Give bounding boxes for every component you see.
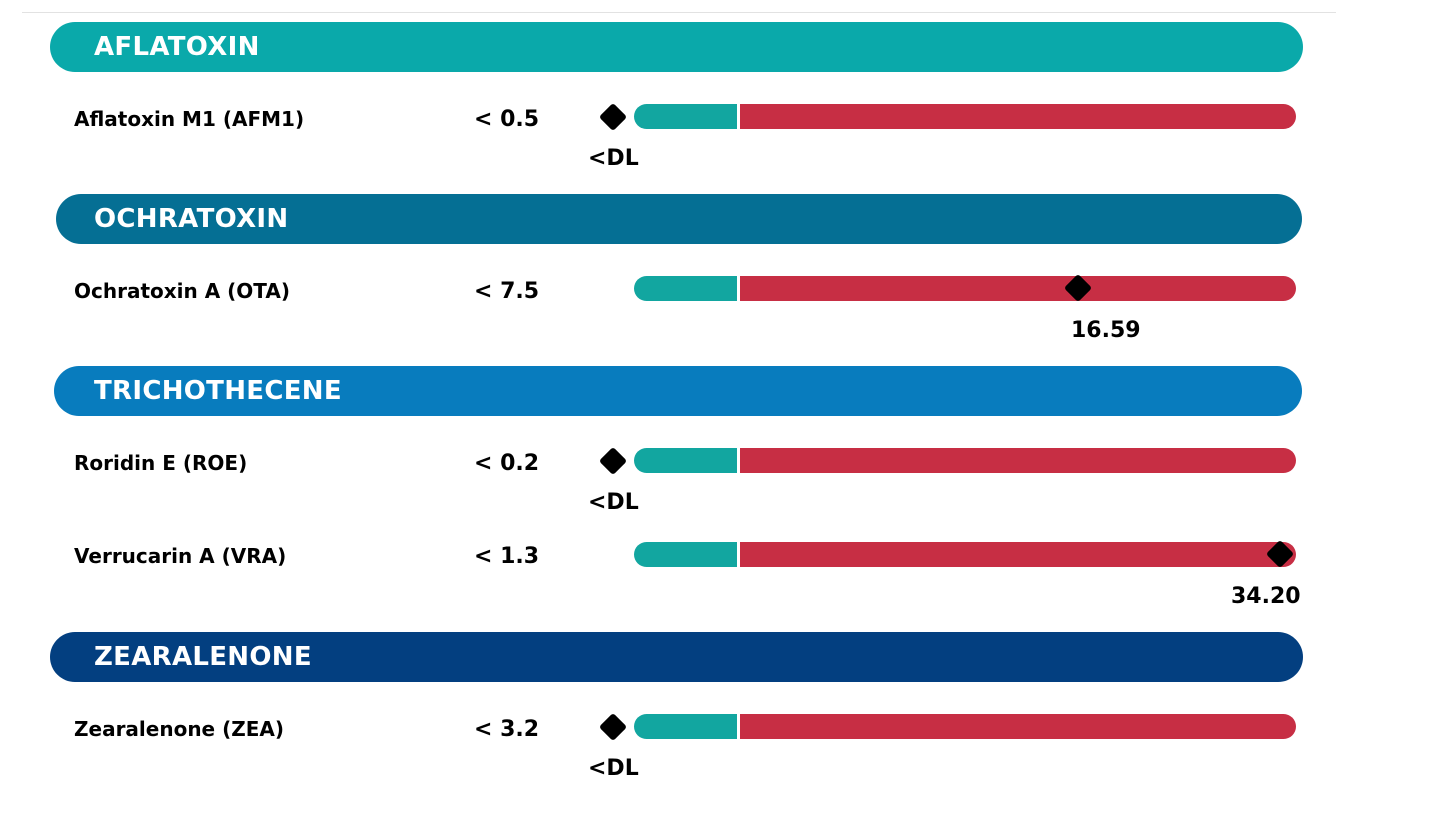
result-label-vra: 34.20 xyxy=(1231,584,1301,609)
category-header-trichothecene: TRICHOTHECENE xyxy=(54,366,1302,416)
result-marker-zea xyxy=(598,712,628,742)
result-label-ota: 16.59 xyxy=(1071,318,1141,343)
limit-value-ota: < 7.5 xyxy=(474,279,540,304)
limit-value-vra: < 1.3 xyxy=(474,544,540,569)
gauge-safe-range-roe xyxy=(634,448,737,473)
gauge-elevated-range-ota xyxy=(740,276,1296,301)
limit-value-afm1: < 0.5 xyxy=(474,107,540,132)
category-title: AFLATOXIN xyxy=(94,32,260,62)
analyte-name-ota: Ochratoxin A (OTA) xyxy=(74,279,291,303)
result-marker-afm1 xyxy=(598,102,628,132)
gauge-safe-range-zea xyxy=(634,714,737,739)
category-title: OCHRATOXIN xyxy=(94,204,289,234)
limit-value-zea: < 3.2 xyxy=(474,717,540,742)
limit-value-roe: < 0.2 xyxy=(474,451,540,476)
gauge-safe-range-vra xyxy=(634,542,737,567)
result-label-zea: <DL xyxy=(588,756,639,781)
gauge-safe-range-afm1 xyxy=(634,104,737,129)
analyte-name-vra: Verrucarin A (VRA) xyxy=(74,544,287,568)
gauge-elevated-range-afm1 xyxy=(740,104,1296,129)
analyte-name-afm1: Aflatoxin M1 (AFM1) xyxy=(74,107,305,131)
result-label-roe: <DL xyxy=(588,490,639,515)
result-label-afm1: <DL xyxy=(588,146,639,171)
gauge-safe-range-ota xyxy=(634,276,737,301)
analyte-name-roe: Roridin E (ROE) xyxy=(74,451,248,475)
category-title: ZEARALENONE xyxy=(94,642,312,672)
gauge-elevated-range-zea xyxy=(740,714,1296,739)
category-header-zearalenone: ZEARALENONE xyxy=(50,632,1303,682)
category-header-aflatoxin: AFLATOXIN xyxy=(50,22,1303,72)
category-title: TRICHOTHECENE xyxy=(94,376,342,406)
gauge-elevated-range-roe xyxy=(740,448,1296,473)
top-divider xyxy=(22,12,1336,13)
gauge-elevated-range-vra xyxy=(740,542,1296,567)
result-marker-roe xyxy=(598,446,628,476)
analyte-name-zea: Zearalenone (ZEA) xyxy=(74,717,285,741)
category-header-ochratoxin: OCHRATOXIN xyxy=(56,194,1302,244)
